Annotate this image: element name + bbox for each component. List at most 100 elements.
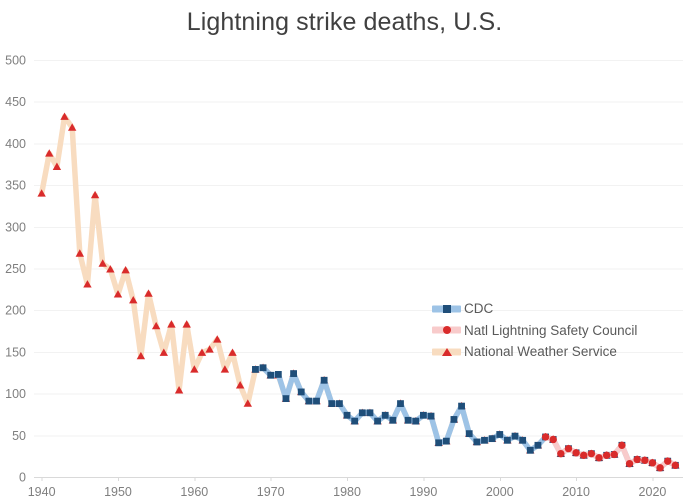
y-axis-tick-labels: 0 50 100 150 200 250 300 350 400 450 500 [5, 54, 26, 485]
data-point-marker [274, 371, 282, 378]
x-axis-tick-label: 1950 [104, 485, 132, 499]
data-point-marker [167, 320, 176, 328]
data-point-marker [580, 451, 588, 460]
data-point-marker [374, 417, 381, 425]
data-point-marker [366, 409, 374, 417]
data-point-marker [572, 449, 580, 457]
data-point-marker [534, 441, 542, 449]
data-point-marker [503, 436, 511, 444]
data-point-marker [427, 412, 435, 420]
data-point-marker [52, 162, 62, 170]
data-point-marker [113, 290, 123, 298]
data-point-marker [602, 451, 611, 460]
data-point-marker [351, 417, 359, 425]
data-point-marker [420, 411, 427, 419]
data-point-marker [564, 444, 573, 453]
data-point-marker [664, 457, 672, 465]
data-point-marker [328, 400, 336, 408]
legend-swatch-circle-icon [432, 320, 461, 342]
data-point-marker [442, 437, 450, 445]
data-point-marker [397, 400, 404, 408]
data-point-marker [618, 441, 626, 450]
y-axis-tick-label: 100 [5, 387, 26, 401]
data-point-marker [458, 402, 465, 410]
data-point-marker [404, 416, 412, 424]
data-point-marker [481, 436, 488, 444]
y-axis-tick-label: 400 [5, 137, 26, 151]
legend-label-nlsc: Natl Lightning Safety Council [464, 322, 638, 338]
data-point-marker [228, 348, 237, 356]
chart-title: Lightning strike deaths, U.S. [186, 8, 503, 36]
legend-item-nlsc[interactable]: Natl Lightning Safety Council [432, 320, 637, 342]
y-axis-tick-label: 300 [5, 220, 26, 234]
data-point-marker [511, 432, 519, 440]
legend-swatch-square-icon [432, 298, 461, 320]
data-point-marker [648, 459, 657, 467]
data-point-marker [671, 461, 680, 470]
data-point-marker [267, 371, 275, 379]
data-point-marker [151, 321, 161, 330]
data-point-marker [75, 249, 85, 257]
data-point-marker [129, 295, 138, 304]
data-point-marker [343, 411, 351, 419]
data-point-marker [656, 464, 664, 472]
data-point-marker [290, 370, 297, 377]
data-point-marker [473, 438, 481, 446]
data-point-marker [412, 417, 420, 425]
legend-item-cdc[interactable]: CDC [432, 298, 637, 320]
axis-lines [34, 477, 683, 481]
data-point-marker [541, 433, 550, 441]
data-point-marker [136, 351, 146, 360]
data-point-marker [205, 345, 214, 353]
data-point-marker [381, 411, 389, 419]
data-point-marker [595, 454, 603, 462]
data-point-marker [587, 449, 596, 458]
data-point-marker [610, 450, 618, 459]
data-point-marker [320, 376, 328, 384]
x-axis-tick-label: 2020 [639, 485, 667, 499]
y-axis-tick-label: 350 [5, 179, 26, 193]
data-point-marker [633, 455, 641, 464]
data-point-marker [98, 259, 107, 267]
x-axis-tick-label: 2010 [562, 485, 590, 499]
data-point-marker [450, 416, 458, 423]
x-axis-tick-label: 1970 [257, 485, 285, 499]
y-axis-tick-label: 50 [12, 429, 26, 443]
y-axis-tick-label: 200 [5, 304, 26, 318]
data-point-marker [220, 365, 230, 373]
series-natl-lightning-safety-council [541, 433, 680, 472]
legend-swatch-triangle-icon [432, 341, 461, 363]
data-point-marker [519, 436, 527, 444]
data-point-marker [235, 381, 245, 389]
x-axis-tick-labels: 1940 1950 1960 1970 1980 1990 2000 2010 2020 [28, 485, 667, 499]
data-point-marker [313, 397, 320, 405]
x-axis-tick-label: 2000 [486, 485, 514, 499]
data-point-marker [305, 397, 313, 405]
data-point-marker [190, 365, 199, 373]
data-point-marker [60, 112, 69, 120]
y-axis-tick-label: 500 [5, 54, 26, 68]
data-point-marker [37, 189, 46, 197]
data-point-marker [243, 399, 252, 407]
legend-item-nws[interactable]: National Weather Service [432, 341, 637, 363]
data-point-marker [336, 400, 343, 408]
x-axis-tick-label: 1990 [409, 485, 437, 499]
data-point-marker [641, 456, 649, 465]
data-point-marker [144, 289, 153, 297]
data-point-marker [106, 265, 115, 273]
data-series-group [37, 112, 680, 472]
data-point-marker [252, 366, 259, 373]
y-axis-tick-label: 250 [5, 262, 26, 276]
data-point-marker [174, 386, 184, 394]
gridlines-group [34, 60, 683, 437]
chart-legend: CDC Natl Lightning Safety Council Nation… [432, 298, 637, 363]
data-point-marker [557, 449, 565, 458]
data-point-marker [526, 446, 534, 454]
data-point-marker [625, 459, 634, 468]
data-point-marker [465, 430, 473, 438]
y-axis-tick-label: 450 [5, 95, 26, 109]
y-axis-tick-label: 0 [19, 471, 26, 485]
data-point-marker [549, 435, 557, 444]
